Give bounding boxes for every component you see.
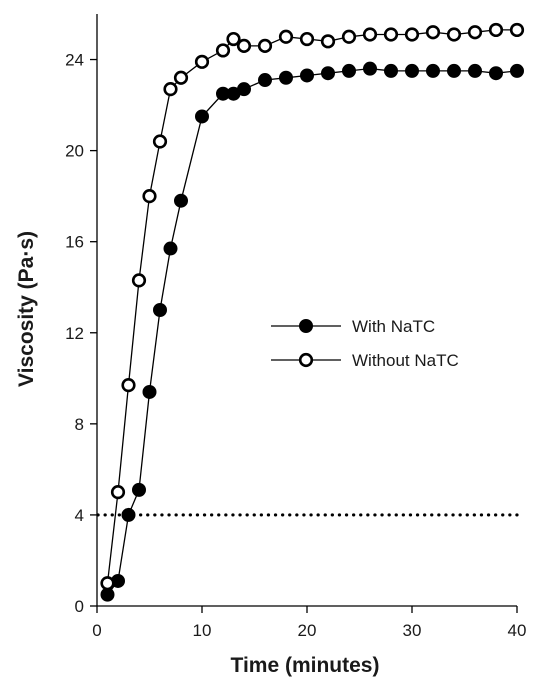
data-point bbox=[121, 507, 136, 522]
data-point bbox=[342, 63, 356, 78]
data-point bbox=[174, 193, 188, 208]
series-without-natc bbox=[100, 22, 525, 591]
data-point bbox=[510, 63, 524, 78]
data-point bbox=[142, 189, 157, 204]
data-point bbox=[489, 66, 503, 81]
series-line bbox=[106, 29, 517, 584]
data-point bbox=[121, 378, 136, 393]
data-point bbox=[405, 63, 419, 78]
y-tick-label: 0 bbox=[75, 597, 84, 616]
legend-item: Without NaTC bbox=[271, 351, 459, 370]
y-tick-label: 8 bbox=[75, 415, 84, 434]
data-point bbox=[226, 31, 241, 47]
data-point bbox=[383, 27, 399, 42]
data-point bbox=[468, 63, 482, 78]
data-point bbox=[195, 109, 209, 124]
y-tick-label: 16 bbox=[65, 233, 84, 252]
x-tick-label: 10 bbox=[193, 621, 212, 640]
y-tick-label: 4 bbox=[75, 506, 84, 525]
legend-item: With NaTC bbox=[271, 317, 435, 336]
data-point bbox=[279, 70, 293, 85]
data-point bbox=[425, 25, 441, 40]
series-layer bbox=[100, 22, 525, 602]
legend-marker bbox=[299, 319, 313, 333]
legend-label: Without NaTC bbox=[352, 351, 459, 370]
y-tick-label: 24 bbox=[65, 51, 84, 70]
data-point bbox=[258, 73, 272, 88]
data-point bbox=[215, 43, 231, 58]
data-point bbox=[404, 27, 420, 42]
data-point bbox=[446, 27, 462, 42]
data-point bbox=[131, 273, 147, 288]
x-tick-label: 40 bbox=[508, 621, 527, 640]
data-point bbox=[509, 22, 525, 38]
y-tick-label: 12 bbox=[65, 324, 84, 343]
data-point bbox=[110, 485, 126, 500]
data-point bbox=[320, 34, 336, 49]
data-point bbox=[152, 134, 168, 149]
y-tick-label: 20 bbox=[65, 142, 84, 161]
data-point bbox=[257, 38, 273, 53]
data-point bbox=[362, 27, 378, 42]
data-point bbox=[278, 29, 294, 44]
axes: 0 4 8 12 16 20 24 0 10 20 30 40 bbox=[65, 14, 526, 640]
data-point bbox=[163, 82, 178, 97]
x-axis-title: Time (minutes) bbox=[231, 654, 380, 677]
data-point bbox=[447, 63, 461, 78]
data-point bbox=[384, 63, 398, 78]
legend-label: With NaTC bbox=[352, 317, 435, 336]
data-point bbox=[100, 576, 115, 591]
data-point bbox=[300, 68, 314, 83]
data-point bbox=[426, 63, 440, 78]
x-tick-label: 30 bbox=[403, 621, 422, 640]
data-point bbox=[142, 384, 157, 399]
data-point bbox=[299, 31, 315, 47]
data-point bbox=[173, 70, 189, 85]
data-point bbox=[341, 29, 357, 44]
x-tick-label: 20 bbox=[298, 621, 317, 640]
series-with-natc bbox=[100, 61, 524, 602]
data-point bbox=[488, 22, 504, 38]
x-tick-label: 0 bbox=[92, 621, 101, 640]
data-point bbox=[321, 66, 335, 81]
data-point bbox=[163, 241, 178, 256]
data-point bbox=[153, 303, 167, 317]
data-point bbox=[194, 54, 210, 69]
y-axis-title: Viscosity (Pa·s) bbox=[15, 231, 38, 387]
data-point bbox=[132, 482, 146, 497]
data-point bbox=[237, 82, 251, 97]
data-point bbox=[467, 25, 483, 40]
data-point bbox=[363, 61, 377, 76]
data-point bbox=[236, 38, 252, 53]
legend-marker bbox=[298, 352, 314, 368]
legend: With NaTC Without NaTC bbox=[271, 317, 459, 370]
